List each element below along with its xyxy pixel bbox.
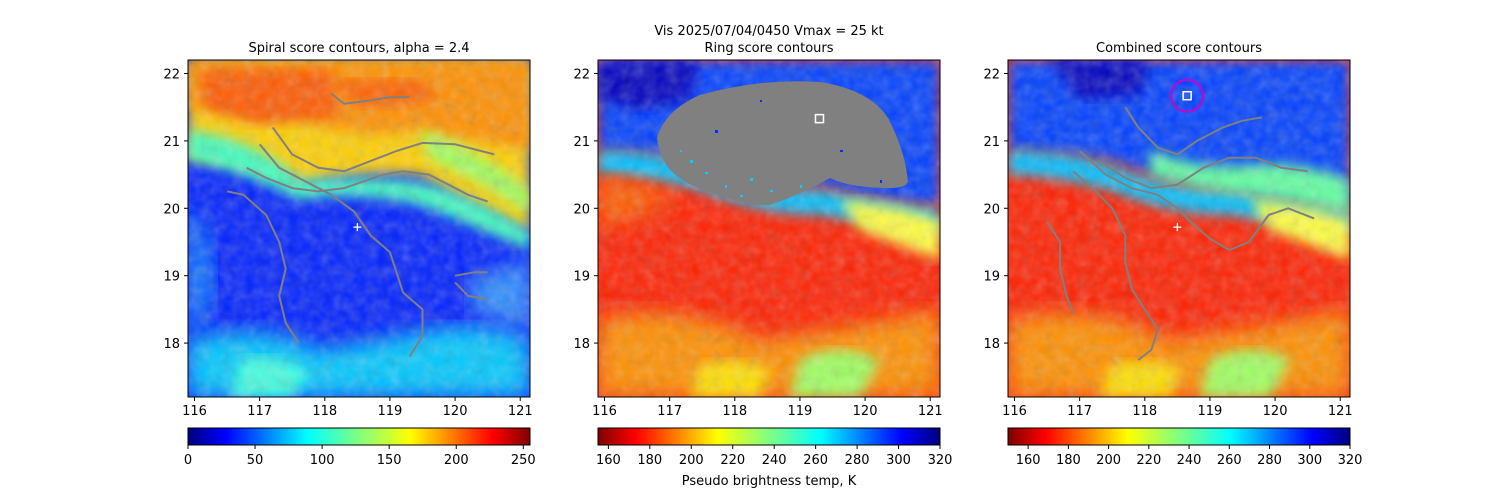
- panel-combined-frame: [1007, 59, 1351, 398]
- combined-ytick-label: 18: [983, 337, 1000, 352]
- panel-combined-title: Combined score contours: [1096, 41, 1262, 56]
- ring-xtick-label: 118: [722, 404, 747, 419]
- ring-cbar-tick-label: 300: [886, 453, 911, 468]
- panel-spiral: Spiral score contours, alpha = 2.4 116 11…: [163, 41, 532, 419]
- spiral-cbar-tick-label: 150: [377, 453, 402, 468]
- spiral-contours: [226, 92, 495, 358]
- spiral-contour-line: [454, 271, 488, 277]
- panel-spiral-title: Spiral score contours, alpha = 2.4: [248, 41, 469, 56]
- spiral-cbar-tick-label: 200: [444, 453, 469, 468]
- spiral-contour-line: [226, 190, 300, 344]
- combined-ytick-label: 22: [983, 67, 1000, 82]
- panel-ring-title: Ring score contours: [704, 41, 833, 56]
- combined-contour-line: [1124, 106, 1263, 156]
- ring-ytick-label: 22: [573, 67, 590, 82]
- panel-ring-frame: [597, 59, 941, 398]
- ring-cbar-tick-label: 240: [762, 453, 787, 468]
- combined-contour-line: [1079, 150, 1315, 252]
- colorbar-combined: 160 180 200 220 240 260 280 300 320: [1007, 427, 1363, 468]
- combined-contours: [1046, 106, 1315, 361]
- ring-xtick-label: 120: [853, 404, 878, 419]
- ring-xtick-label: 117: [657, 404, 682, 419]
- ring-ytick-label: 20: [573, 202, 590, 217]
- combined-xtick-label: 120: [1263, 404, 1288, 419]
- spiral-center-marker: [353, 223, 362, 232]
- figure-title: Vis 2025/07/04/0450 Vmax = 25 kt: [654, 24, 883, 39]
- spiral-contour-line: [258, 143, 424, 358]
- combined-ytick-label: 19: [983, 270, 1000, 285]
- combined-contour-line: [1098, 156, 1308, 190]
- spiral-contour-line: [454, 281, 488, 301]
- combined-cbar-tick-label: 300: [1297, 453, 1322, 468]
- colorbar-ring: 160 180 200 220 240 260 280 300 320 Pseudo brigh…: [596, 427, 953, 489]
- combined-contour-line: [1072, 170, 1159, 361]
- spiral-cbar-tick-label: 100: [310, 453, 335, 468]
- combined-cbar-tick-label: 240: [1177, 453, 1202, 468]
- combined-cbar-tick-label: 280: [1257, 453, 1282, 468]
- colorbar-spiral-bar: [187, 427, 531, 446]
- ring-xtick-label: 121: [918, 404, 943, 419]
- spiral-cbar-tick-label: 0: [184, 453, 192, 468]
- combined-cbar-tick-label: 160: [1016, 453, 1041, 468]
- panel-ring: Ring score contours: [573, 41, 942, 419]
- spiral-ytick-label: 19: [163, 270, 180, 285]
- panel-combined-image: [1008, 60, 1350, 397]
- combined-cbar-tick-label: 200: [1096, 453, 1121, 468]
- spiral-xtick-label: 116: [182, 404, 207, 419]
- panel-spiral-image: [188, 60, 530, 397]
- combined-cbar-tick-label: 180: [1056, 453, 1081, 468]
- spiral-xtick-label: 118: [312, 404, 337, 419]
- panel-spiral-frame: [187, 59, 531, 398]
- spiral-contour-line: [271, 126, 495, 173]
- spiral-cbar-tick-label: 50: [247, 453, 264, 468]
- panel-combined: Combined score contours 116 117 118 119 120 1…: [983, 41, 1352, 419]
- ring-xtick-label: 119: [788, 404, 813, 419]
- combined-cbar-tick-label: 260: [1217, 453, 1242, 468]
- spiral-contour-line: [330, 92, 410, 105]
- spiral-ytick-label: 18: [163, 337, 180, 352]
- combined-center-marker: [1173, 223, 1182, 232]
- ring-cbar-tick-label: 260: [803, 453, 828, 468]
- colorbar-label: Pseudo brightness temp, K: [682, 474, 857, 489]
- combined-xtick-label: 116: [1002, 404, 1027, 419]
- ring-cbar-tick-label: 320: [928, 453, 953, 468]
- ring-ytick-label: 21: [573, 135, 590, 150]
- combined-xtick-label: 121: [1328, 404, 1353, 419]
- combined-xtick-label: 119: [1198, 404, 1223, 419]
- ring-ytick-label: 18: [573, 337, 590, 352]
- ring-cbar-tick-label: 180: [637, 453, 662, 468]
- combined-ring-marker: [1170, 78, 1205, 113]
- combined-xtick-label: 117: [1067, 404, 1092, 419]
- spiral-contour-line: [246, 166, 489, 203]
- spiral-xtick-label: 120: [443, 404, 468, 419]
- spiral-ytick-label: 21: [163, 135, 180, 150]
- combined-xtick-label: 118: [1132, 404, 1157, 419]
- colorbar-spiral: 0 50 100 150 200 250: [184, 427, 536, 468]
- ring-square-marker: [814, 113, 825, 124]
- colorbar-ring-bar: [597, 427, 941, 446]
- spiral-xtick-label: 121: [508, 404, 533, 419]
- colorbar-combined-bar: [1007, 427, 1351, 446]
- combined-cbar-tick-label: 320: [1338, 453, 1363, 468]
- ring-cbar-tick-label: 200: [679, 453, 704, 468]
- ring-cbar-tick-label: 280: [845, 453, 870, 468]
- combined-ytick-label: 20: [983, 202, 1000, 217]
- ring-cbar-tick-label: 220: [720, 453, 745, 468]
- combined-ytick-label: 21: [983, 135, 1000, 150]
- spiral-xtick-label: 117: [247, 404, 272, 419]
- ring-xtick-label: 116: [592, 404, 617, 419]
- spiral-cbar-tick-label: 250: [511, 453, 536, 468]
- ring-ytick-label: 19: [573, 270, 590, 285]
- ring-mask-speckles: [680, 150, 802, 197]
- spiral-ytick-label: 20: [163, 202, 180, 217]
- spiral-ytick-label: 22: [163, 67, 180, 82]
- combined-square-marker: [1182, 90, 1192, 101]
- combined-cbar-tick-label: 220: [1136, 453, 1161, 468]
- combined-contour-line: [1046, 221, 1075, 314]
- ring-cbar-tick-label: 160: [596, 453, 621, 468]
- panel-ring-image: [598, 60, 940, 397]
- spiral-xtick-label: 119: [378, 404, 403, 419]
- ring-mask-region: [657, 81, 908, 205]
